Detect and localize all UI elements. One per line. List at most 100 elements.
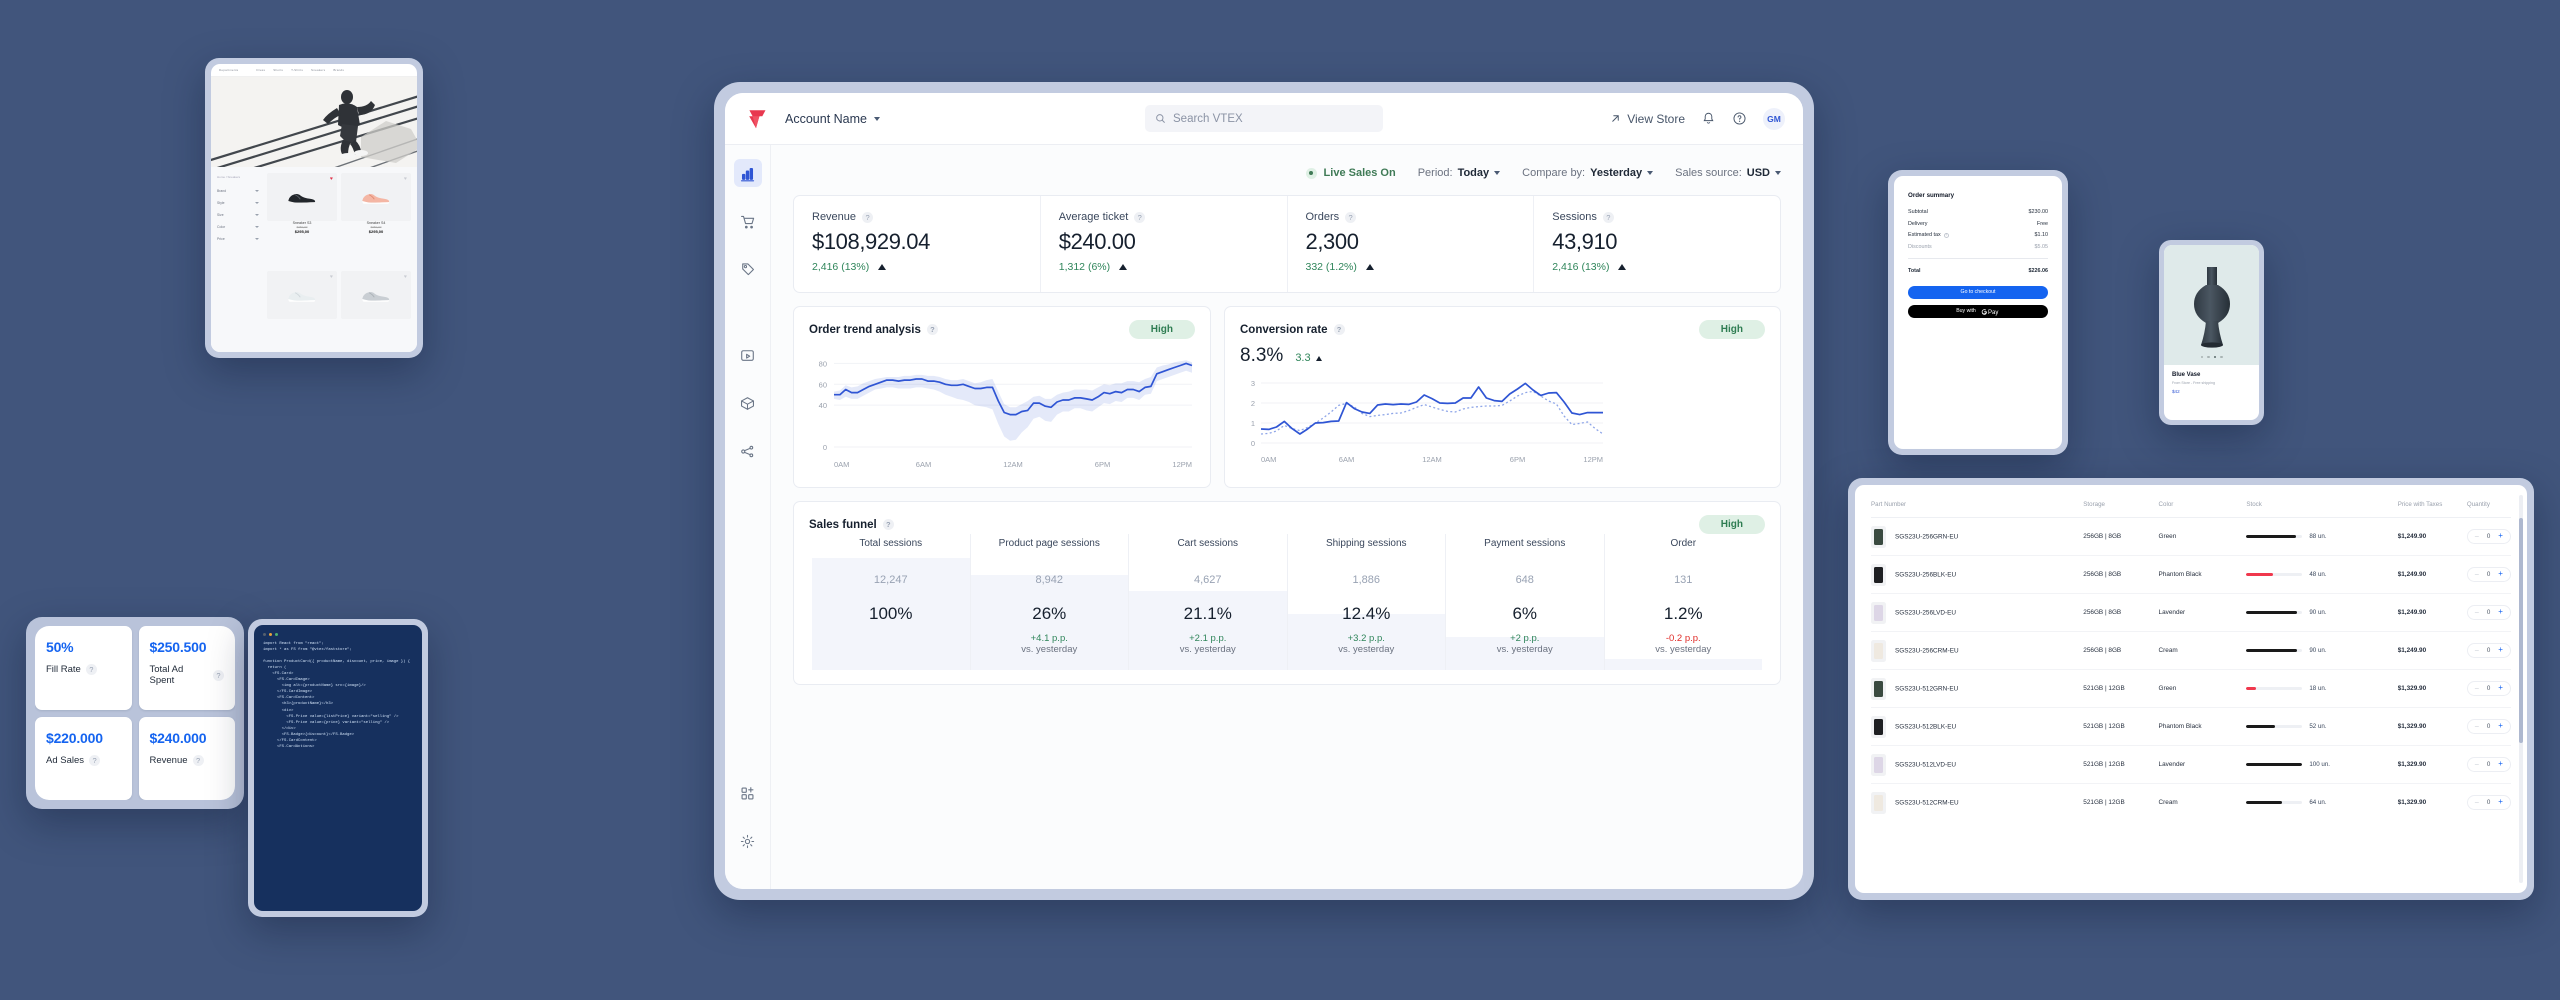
carousel-dots[interactable] xyxy=(2164,355,2259,358)
plus-icon[interactable]: + xyxy=(2498,683,2503,693)
table-column-header[interactable]: Color xyxy=(2158,501,2247,518)
storefront-filter-row[interactable]: Style xyxy=(217,197,261,209)
minus-icon[interactable]: – xyxy=(2474,799,2479,806)
live-sales-toggle[interactable]: Live Sales On xyxy=(1305,167,1396,179)
table-row[interactable]: SGS23U-256CRM-EU 256GB | 8GB Cream 90 un. $1… xyxy=(1871,631,2511,670)
quantity-stepper[interactable]: –0 + xyxy=(2466,719,2511,734)
search-input[interactable]: Search VTEX xyxy=(1145,105,1383,132)
plus-icon[interactable]: + xyxy=(2498,569,2503,579)
help-icon[interactable]: ? xyxy=(85,664,97,675)
storefront-product-cell[interactable]: ♥ Sneaker S4 $350,00 $295,00 xyxy=(341,173,411,267)
carousel-dot[interactable] xyxy=(2213,355,2216,358)
storefront-nav-item[interactable]: Departments xyxy=(219,68,239,72)
sales-source-selector[interactable]: Sales source: USD xyxy=(1675,167,1781,179)
storefront-nav-item[interactable]: Sneakers xyxy=(311,68,326,72)
storefront-product-cell[interactable]: ♥ xyxy=(267,271,337,352)
sidebar-item-settings[interactable] xyxy=(734,827,762,855)
question-circle-icon[interactable] xyxy=(1732,111,1747,126)
info-icon[interactable]: ? xyxy=(1943,232,1949,238)
vertical-scrollbar[interactable] xyxy=(2519,495,2523,883)
storefront-filter-row[interactable]: Price xyxy=(217,233,261,245)
sidebar-item-analytics[interactable] xyxy=(733,159,762,187)
minus-icon[interactable]: – xyxy=(2474,609,2479,616)
quantity-stepper[interactable]: –0 + xyxy=(2466,681,2511,696)
table-column-header[interactable]: Price with Taxes xyxy=(2397,501,2467,518)
table-row[interactable]: SGS23U-512GRN-EU 521GB | 12GB Green 18 un. $… xyxy=(1871,669,2511,708)
storefront-filter-panel[interactable]: Home / Sneakers Brand Style Size Color Price xyxy=(211,167,267,352)
carousel-dot[interactable] xyxy=(2200,355,2203,358)
table-row[interactable]: SGS23U-256BLK-EU 256GB | 8GB Phantom Black… xyxy=(1871,555,2511,594)
sidebar-item-integrations[interactable] xyxy=(734,437,762,465)
table-column-header[interactable]: Quantity xyxy=(2466,501,2511,518)
minus-icon[interactable]: – xyxy=(2474,723,2479,730)
account-selector[interactable]: Account Name xyxy=(785,112,880,126)
minus-icon[interactable]: – xyxy=(2474,761,2479,768)
sidebar-item-orders[interactable] xyxy=(734,207,762,235)
favorite-heart-icon[interactable]: ♥ xyxy=(330,274,333,280)
storefront-product-cell[interactable]: ♥ Sneaker S3 $350,00 $295,00 xyxy=(267,173,337,267)
help-icon[interactable]: ? xyxy=(213,669,224,681)
table-column-header[interactable]: Storage xyxy=(2083,501,2159,518)
go-to-checkout-button[interactable]: Go to checkout xyxy=(1908,285,2048,299)
storefront-nav-item[interactable]: Brands xyxy=(333,68,345,72)
buy-with-google-pay-button[interactable]: Buy with Pay xyxy=(1908,304,2048,318)
help-icon[interactable]: ? xyxy=(1134,211,1146,223)
favorite-heart-icon[interactable]: ♥ xyxy=(404,176,407,182)
help-icon[interactable]: ? xyxy=(1333,324,1345,335)
storefront-filter-row[interactable]: Color xyxy=(217,221,261,233)
favorite-heart-icon[interactable]: ♥ xyxy=(404,274,407,280)
help-icon[interactable]: ? xyxy=(1345,211,1357,223)
sidebar-item-promotions[interactable] xyxy=(734,255,762,283)
quantity-stepper[interactable]: –0 + xyxy=(2466,605,2511,620)
table-row[interactable]: SGS23U-512CRM-EU 521GB | 12GB Cream 64 un. $… xyxy=(1871,784,2511,822)
quantity-stepper[interactable]: –0 + xyxy=(2466,757,2511,772)
code-source[interactable]: import React from "react"; import * as F… xyxy=(263,642,411,749)
help-icon[interactable]: ? xyxy=(926,324,938,335)
dashboard-sidebar-rail[interactable] xyxy=(725,145,771,889)
plus-icon[interactable]: + xyxy=(2498,721,2503,731)
storefront-filter-row[interactable]: Brand xyxy=(217,185,261,197)
minus-icon[interactable]: – xyxy=(2474,647,2479,654)
table-row[interactable]: SGS23U-256LVD-EU 256GB | 8GB Lavender 90 un… xyxy=(1871,593,2511,632)
storefront-product-cell[interactable]: ♥ xyxy=(341,271,411,352)
plus-icon[interactable]: + xyxy=(2498,645,2503,655)
carousel-dot[interactable] xyxy=(2207,355,2210,358)
quantity-stepper[interactable]: –0 + xyxy=(2466,643,2511,658)
minus-icon[interactable]: – xyxy=(2474,685,2479,692)
favorite-heart-icon[interactable]: ♥ xyxy=(330,176,333,182)
sidebar-item-catalog[interactable] xyxy=(734,389,762,417)
avatar[interactable]: GM xyxy=(1763,107,1785,130)
plus-icon[interactable]: + xyxy=(2498,797,2503,807)
storefront-nav[interactable]: Departments Dress Shorts T-Shirts Sneakers Br… xyxy=(211,64,417,77)
quantity-stepper[interactable]: –0 + xyxy=(2466,567,2511,582)
minus-icon[interactable]: – xyxy=(2474,571,2479,578)
table-row[interactable]: SGS23U-512LVD-EU 521GB | 12GB Lavender 100 … xyxy=(1871,745,2511,784)
table-row[interactable]: SGS23U-256GRN-EU 256GB | 8GB Green 88 un. $1… xyxy=(1871,517,2511,556)
plus-icon[interactable]: + xyxy=(2498,531,2503,541)
storefront-nav-item[interactable]: Dress xyxy=(256,68,266,72)
vtex-logo-icon[interactable] xyxy=(743,106,769,132)
storefront-nav-item[interactable]: T-Shirts xyxy=(291,68,304,72)
carousel-dot[interactable] xyxy=(2220,355,2223,358)
storefront-filter-row[interactable]: Size xyxy=(217,209,261,221)
minus-icon[interactable]: – xyxy=(2474,533,2479,540)
table-row[interactable]: SGS23U-512BLK-EU 521GB | 12GB Phantom Blac… xyxy=(1871,707,2511,746)
sidebar-item-apps[interactable] xyxy=(734,779,762,807)
help-icon[interactable]: ? xyxy=(89,754,101,766)
plus-icon[interactable]: + xyxy=(2498,607,2503,617)
help-icon[interactable]: ? xyxy=(882,519,894,530)
table-column-header[interactable]: Part Number xyxy=(1871,501,2084,518)
quantity-stepper[interactable]: –0 + xyxy=(2466,795,2511,810)
view-store-button[interactable]: View Store xyxy=(1610,112,1685,126)
help-icon[interactable]: ? xyxy=(862,211,874,223)
bell-icon[interactable] xyxy=(1701,111,1716,126)
help-icon[interactable]: ? xyxy=(192,754,204,766)
storefront-nav-item[interactable]: Shorts xyxy=(273,68,284,72)
storefront-product-grid[interactable]: ♥ Sneaker S3 $350,00 $295,00 ♥ Sneaker S4 $350… xyxy=(267,167,417,352)
compare-by-selector[interactable]: Compare by: Yesterday xyxy=(1522,167,1654,179)
sidebar-item-storefront[interactable] xyxy=(734,341,762,369)
help-icon[interactable]: ? xyxy=(1602,211,1614,223)
period-selector[interactable]: Period: Today xyxy=(1418,167,1501,179)
window-controls[interactable] xyxy=(263,633,413,636)
plus-icon[interactable]: + xyxy=(2498,759,2503,769)
